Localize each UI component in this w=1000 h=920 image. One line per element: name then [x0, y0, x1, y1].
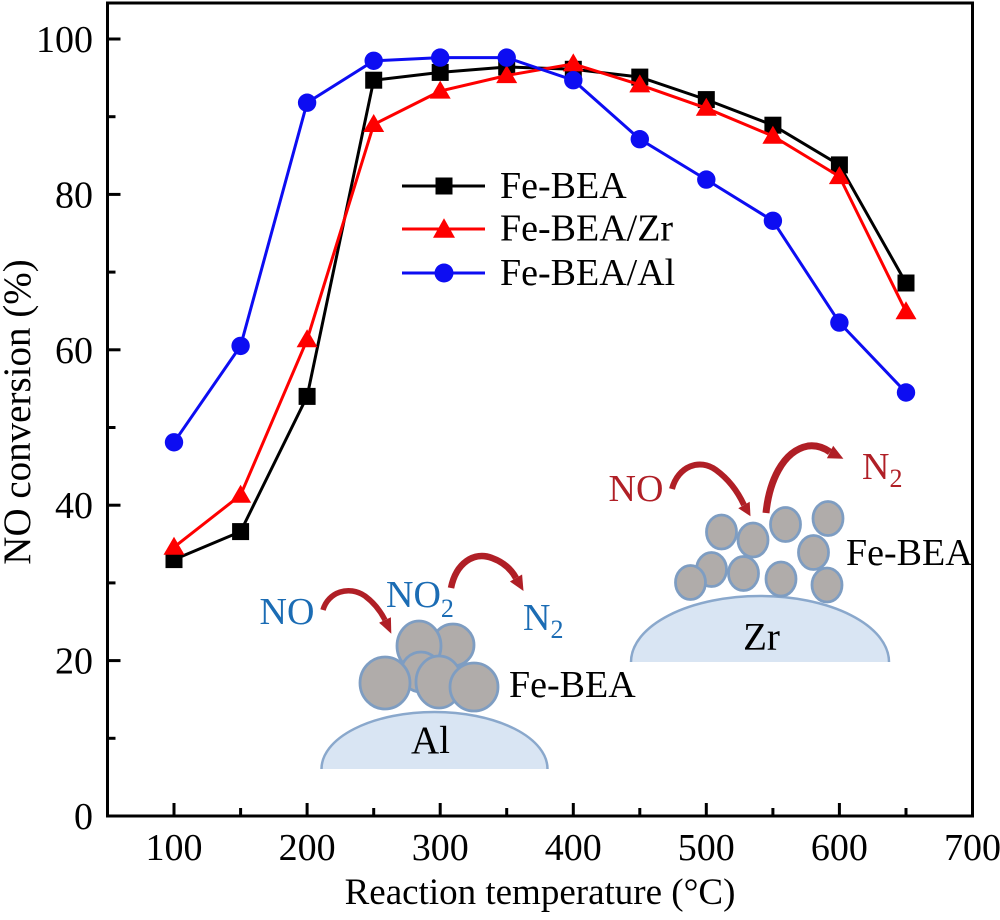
svg-text:600: 600 [811, 827, 868, 869]
svg-text:NO: NO [609, 468, 664, 510]
svg-text:N2: N2 [523, 597, 563, 644]
svg-text:20: 20 [55, 641, 93, 683]
svg-text:100: 100 [146, 827, 203, 869]
svg-text:Fe-BEA/Al: Fe-BEA/Al [500, 252, 675, 294]
svg-text:80: 80 [55, 174, 93, 216]
svg-text:300: 300 [412, 827, 469, 869]
svg-text:Fe-BEA: Fe-BEA [846, 532, 973, 574]
svg-text:40: 40 [55, 485, 93, 527]
svg-text:NO: NO [260, 591, 315, 633]
svg-text:Fe-BEA/Zr: Fe-BEA/Zr [500, 208, 673, 250]
svg-text:Al: Al [411, 719, 450, 762]
svg-text:100: 100 [36, 19, 93, 61]
svg-text:500: 500 [678, 827, 735, 869]
svg-text:Fe-BEA: Fe-BEA [500, 165, 627, 207]
svg-text:Zr: Zr [743, 616, 780, 659]
svg-text:60: 60 [55, 330, 93, 372]
svg-text:0: 0 [74, 796, 93, 838]
svg-text:200: 200 [279, 827, 336, 869]
svg-text:Fe-BEA: Fe-BEA [509, 664, 636, 706]
svg-text:NO conversion (%): NO conversion (%) [0, 259, 39, 564]
svg-text:700: 700 [944, 827, 1000, 869]
svg-text:Reaction temperature (°C): Reaction temperature (°C) [345, 872, 736, 913]
svg-text:400: 400 [545, 827, 602, 869]
